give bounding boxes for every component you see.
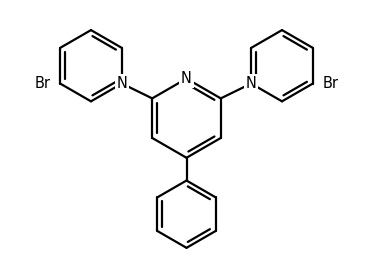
- Text: N: N: [181, 71, 192, 86]
- Text: N: N: [246, 76, 257, 91]
- Text: Br: Br: [34, 76, 50, 91]
- Text: Br: Br: [323, 76, 339, 91]
- Text: N: N: [116, 76, 127, 91]
